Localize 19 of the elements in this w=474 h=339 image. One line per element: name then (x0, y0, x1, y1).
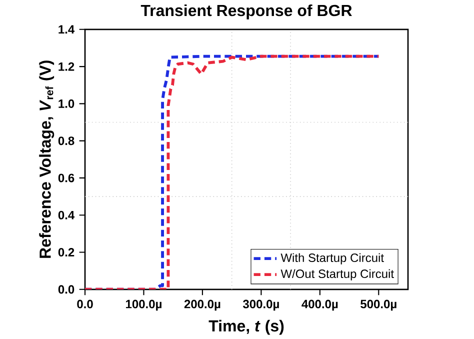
x-tick-label: 200.0µ (184, 300, 220, 311)
y-tick-label: 0.8 (58, 136, 74, 145)
y-tick-label: 0.6 (58, 174, 74, 182)
y-tick-label: 1.4 (58, 25, 75, 34)
x-tick-label: 500.0µ (360, 300, 396, 311)
x-tick-label: 400.0µ (302, 300, 338, 311)
y-tick-label: 1.0 (58, 99, 74, 108)
x-axis-title: Time, t (s) (208, 320, 284, 335)
x-tick-label: 100.0µ (126, 300, 162, 311)
chart-title: Transient Response of BGR (140, 4, 352, 20)
legend-label: With Startup Circuit (280, 253, 384, 264)
x-tick-label: 0.0 (77, 300, 93, 308)
y-axis-title: Reference Voltage, V$_{ref}$ (V) (39, 60, 54, 258)
legend-label: W/Out Startup Circuit (280, 269, 394, 280)
x-tick-label: 300.0µ (242, 300, 279, 311)
y-tick-label: 0.0 (58, 285, 74, 294)
y-tick-label: 0.4 (58, 210, 75, 220)
y-tick-label: 1.2 (58, 62, 74, 71)
y-tick-label: 0.2 (58, 248, 74, 256)
